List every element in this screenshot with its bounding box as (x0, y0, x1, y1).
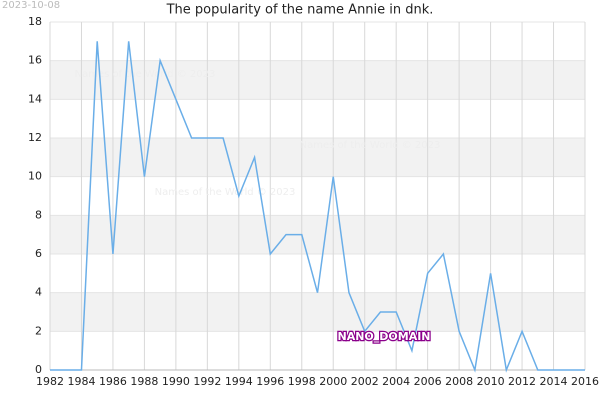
x-tick-label: 1984 (67, 375, 95, 388)
x-tick-label: 1986 (99, 375, 127, 388)
x-tick-label: 1988 (130, 375, 158, 388)
y-tick-label: 12 (28, 131, 42, 144)
x-tick-label: 2012 (508, 375, 536, 388)
x-tick-label: 1982 (36, 375, 64, 388)
watermark: Names of the World © 2023 (75, 69, 216, 80)
grid-band (50, 215, 585, 254)
x-tick-label: 2000 (319, 375, 347, 388)
domain-label: NANO_DOMAIN (337, 330, 430, 343)
date-stamp: 2023-10-08 (2, 0, 60, 11)
y-tick-label: 8 (35, 208, 42, 221)
chart-title: The popularity of the name Annie in dnk. (166, 3, 434, 18)
x-tick-label: 2006 (414, 375, 442, 388)
x-tick-label: 2002 (351, 375, 379, 388)
y-tick-label: 10 (28, 170, 42, 183)
y-tick-label: 0 (35, 363, 42, 376)
y-tick-label: 16 (28, 54, 42, 67)
x-tick-label: 1992 (193, 375, 221, 388)
x-tick-label: 1990 (162, 375, 190, 388)
watermark: Names of the World © 2023 (155, 187, 296, 198)
y-tick-label: 4 (35, 286, 42, 299)
y-tick-label: 14 (28, 92, 42, 105)
x-tick-label: 2004 (382, 375, 410, 388)
x-tick-label: 2008 (445, 375, 473, 388)
x-tick-label: 2016 (571, 375, 599, 388)
x-tick-label: 1996 (256, 375, 284, 388)
grid-band (50, 60, 585, 100)
watermark: Names of the World © 2023 (300, 140, 441, 151)
grid-band (50, 292, 585, 332)
x-tick-label: 1994 (225, 375, 253, 388)
y-tick-label: 2 (35, 324, 42, 337)
x-tick-label: 2014 (540, 375, 568, 388)
grid-band (50, 138, 585, 177)
y-tick-label: 18 (28, 15, 42, 28)
x-tick-label: 2010 (477, 375, 505, 388)
y-tick-label: 6 (35, 247, 42, 260)
x-tick-label: 1998 (288, 375, 316, 388)
data-line (50, 41, 585, 373)
